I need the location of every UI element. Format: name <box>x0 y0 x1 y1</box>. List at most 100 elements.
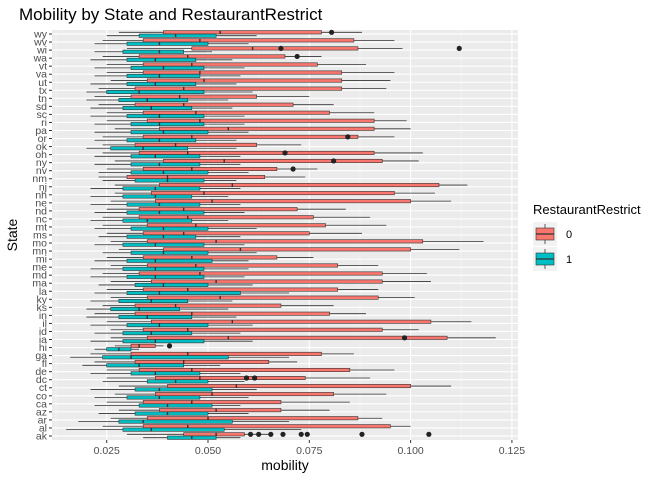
box <box>138 271 383 276</box>
legend-title: RestaurantRestrict <box>533 202 641 217</box>
outlier-point <box>282 150 288 156</box>
y-tick-label: id <box>39 326 47 338</box>
box <box>102 355 229 360</box>
box <box>138 150 375 155</box>
outlier-point <box>401 335 408 341</box>
outliers <box>166 29 462 437</box>
box <box>122 106 193 111</box>
y-tick-label: ma <box>32 278 47 290</box>
box <box>126 323 209 328</box>
box <box>155 376 306 381</box>
box <box>142 231 310 236</box>
outlier-point <box>252 375 258 381</box>
y-tick-label: tx <box>39 85 48 97</box>
box <box>118 98 189 103</box>
outlier-point <box>456 45 462 52</box>
box <box>142 327 383 332</box>
y-tick-label: ga <box>35 350 47 362</box>
box <box>126 258 213 263</box>
box <box>142 255 278 260</box>
y-tick-label: ca <box>36 398 47 410</box>
box <box>122 49 184 54</box>
outlier-point <box>247 431 254 437</box>
box <box>142 400 282 405</box>
box <box>159 408 282 413</box>
box <box>126 57 197 62</box>
y-axis-title: State <box>4 218 20 251</box>
box <box>183 432 245 437</box>
box <box>146 416 359 421</box>
box <box>142 38 355 43</box>
box <box>142 167 278 171</box>
box <box>138 367 351 372</box>
box <box>134 102 294 107</box>
outlier-point <box>359 431 365 437</box>
box <box>122 242 205 247</box>
outlier-point <box>304 431 310 437</box>
boxes <box>66 30 496 440</box>
box <box>167 384 411 389</box>
outlier-point <box>290 166 296 172</box>
box <box>150 279 383 284</box>
box <box>122 218 193 223</box>
x-axis-title: mobility <box>261 457 308 473</box>
y-tick-label: ar <box>38 414 48 426</box>
box <box>146 335 448 340</box>
box <box>122 427 225 432</box>
box <box>130 226 209 231</box>
y-tick-label: nj <box>39 181 47 193</box>
y-tick-label: nd <box>35 205 47 217</box>
box <box>150 319 432 324</box>
y-tick-label: il <box>42 318 47 330</box>
box <box>159 183 440 188</box>
box <box>122 331 193 336</box>
box <box>146 239 424 244</box>
box <box>142 62 318 67</box>
y-tick-label: de <box>35 366 47 378</box>
y-tick-label: wi <box>36 45 47 57</box>
box <box>155 199 411 204</box>
box <box>138 403 213 408</box>
outlier-point <box>329 29 335 35</box>
box <box>126 234 197 239</box>
y-tick-label: wv <box>33 37 48 49</box>
box <box>118 315 193 320</box>
box <box>118 419 233 424</box>
box <box>134 282 209 287</box>
y-tick-label: nm <box>32 173 47 185</box>
box <box>134 387 213 392</box>
x-tick-label: 0.075 <box>296 445 322 457</box>
y-tick-label: mt <box>35 221 47 233</box>
outlier-point <box>243 375 250 381</box>
outlier-point <box>294 53 300 60</box>
box <box>122 339 205 344</box>
outlier-point <box>331 158 337 164</box>
box <box>130 250 209 255</box>
box <box>126 81 197 86</box>
y-tick-label: mn <box>32 246 47 258</box>
box <box>146 223 326 228</box>
x-tick-label: 0.050 <box>195 445 221 457</box>
y-tick-label: ny <box>36 157 48 169</box>
y-tick-label: va <box>36 69 47 81</box>
y-tick-label: mo <box>32 238 47 250</box>
x-tick-label: 0.125 <box>499 445 525 457</box>
y-tick-label: vt <box>39 61 47 73</box>
y-tick-label: nc <box>36 213 47 225</box>
y-tick-label: md <box>32 270 47 282</box>
box <box>146 295 379 300</box>
box <box>106 363 184 368</box>
box <box>130 170 209 175</box>
box <box>126 202 201 207</box>
box <box>126 175 266 180</box>
x-axis-ticks: 0.025 0.050 0.075 0.100 0.125 <box>94 440 525 457</box>
y-tick-label: fl <box>42 358 47 370</box>
box <box>150 191 395 196</box>
outlier-point <box>268 431 274 437</box>
box <box>138 33 217 38</box>
y-tick-label: ok <box>36 141 48 153</box>
box <box>126 73 201 78</box>
legend-label: 1 <box>566 254 572 266</box>
box <box>134 359 270 364</box>
